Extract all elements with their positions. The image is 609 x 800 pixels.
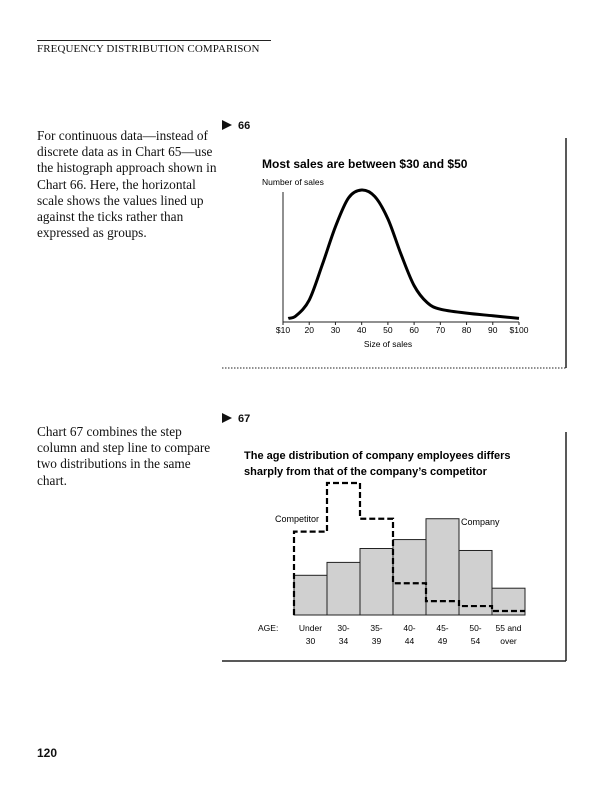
chart-66-label: 66 bbox=[222, 120, 250, 132]
company-bar bbox=[425, 518, 460, 616]
age-category-label: 50- bbox=[469, 623, 481, 633]
header-rule bbox=[37, 40, 271, 41]
age-category-label: 34 bbox=[339, 636, 349, 646]
legend-competitor: Competitor bbox=[275, 514, 319, 524]
paragraph-chart-66: For continuous data—instead of discrete … bbox=[37, 128, 217, 241]
chart-number: 66 bbox=[238, 120, 251, 132]
age-category-label: over bbox=[500, 636, 517, 646]
chart-67-label: 67 bbox=[222, 413, 250, 425]
chart-67-axis-label: AGE: bbox=[258, 623, 278, 633]
chart-67-competitor-step-line bbox=[292, 481, 525, 615]
age-category-label: 39 bbox=[372, 636, 382, 646]
triangle-marker-icon bbox=[222, 120, 232, 130]
triangle-marker-icon bbox=[222, 413, 232, 423]
x-tick-label: $100 bbox=[510, 325, 529, 335]
age-category-label: 54 bbox=[471, 636, 481, 646]
chart-66-xlabel: Size of sales bbox=[364, 339, 412, 349]
chart-number: 67 bbox=[238, 413, 251, 425]
age-category-label: Under bbox=[299, 623, 322, 633]
company-bar bbox=[326, 561, 361, 616]
company-bar bbox=[458, 549, 493, 616]
company-bar bbox=[392, 539, 427, 616]
chart-66-ylabel: Number of sales bbox=[262, 177, 324, 187]
age-category-label: 44 bbox=[405, 636, 415, 646]
company-bar bbox=[359, 548, 394, 616]
x-tick-label: 60 bbox=[409, 325, 419, 335]
age-category-label: 40- bbox=[403, 623, 415, 633]
chart-66-distribution-curve bbox=[287, 188, 520, 320]
x-tick-label: $10 bbox=[276, 325, 290, 335]
paragraph-chart-67: Chart 67 combines the step column and st… bbox=[37, 424, 211, 488]
company-bar bbox=[293, 574, 328, 616]
page-number: 120 bbox=[37, 746, 58, 760]
x-tick-label: 40 bbox=[357, 325, 367, 335]
x-tick-label: 90 bbox=[488, 325, 498, 335]
chart-66-title: Most sales are between $30 and $50 bbox=[262, 157, 468, 171]
x-tick-label: 20 bbox=[304, 325, 314, 335]
x-tick-label: 70 bbox=[436, 325, 446, 335]
age-category-label: 30 bbox=[306, 636, 316, 646]
x-tick-label: 50 bbox=[383, 325, 393, 335]
x-tick-label: 80 bbox=[462, 325, 472, 335]
x-tick-label: 30 bbox=[331, 325, 341, 335]
legend-company: Company bbox=[461, 517, 500, 527]
chart-67-title-line1: The age distribution of company employee… bbox=[244, 450, 511, 462]
age-category-label: 30- bbox=[337, 623, 349, 633]
running-header: FREQUENCY DISTRIBUTION COMPARISON bbox=[37, 43, 260, 55]
age-category-label: 45- bbox=[436, 623, 448, 633]
age-category-label: 35- bbox=[370, 623, 382, 633]
age-category-label: 55 and bbox=[496, 623, 522, 633]
age-category-label: 49 bbox=[438, 636, 448, 646]
chart-67-title-line2: sharply from that of the company’s compe… bbox=[244, 466, 488, 478]
